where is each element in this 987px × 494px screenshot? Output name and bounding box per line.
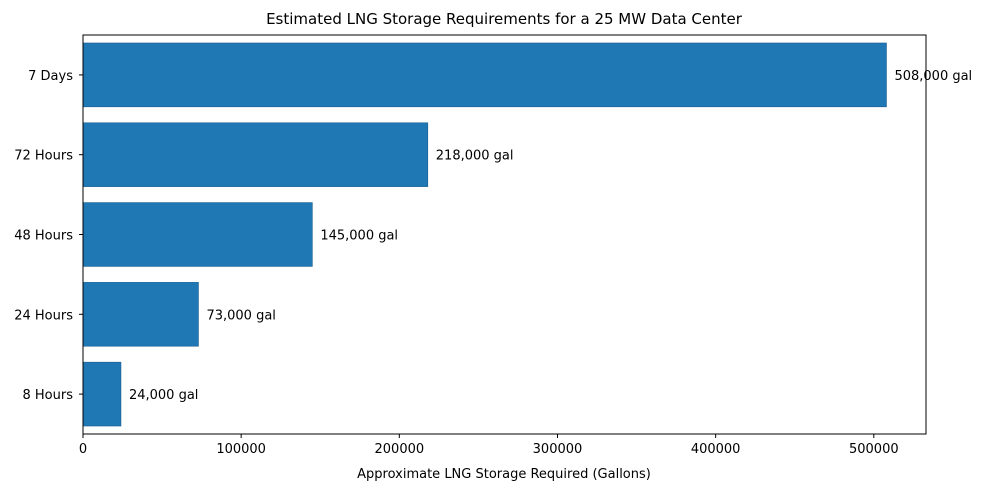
y-tick-label: 8 Hours [23,388,74,403]
data-label: 24,000 gal [129,388,198,403]
x-axis-label: Approximate LNG Storage Required (Gallon… [357,467,651,482]
x-tick-label: 400000 [691,442,741,457]
data-label: 508,000 gal [894,69,972,84]
axes-layer: 8 Hours 24 Hours 48 Hours 72 Hours 7 Days 0 10… [14,34,927,457]
x-tick-label: 300000 [533,442,583,457]
bars-layer: 24,000 gal 73,000 gal 145,000 gal 218,000 g… [82,42,972,427]
bar [82,202,313,267]
bar [82,282,199,347]
y-tick-label: 7 Days [28,69,73,84]
chart-title: Estimated LNG Storage Requirements for a… [266,10,743,28]
plot-frame [82,34,927,435]
bar [82,122,429,187]
x-tick-label: 500000 [849,442,899,457]
bar [82,361,122,427]
y-tick-label: 72 Hours [14,149,73,164]
x-tick-label: 100000 [216,442,266,457]
bar [82,42,887,108]
y-tick-label: 48 Hours [14,229,73,244]
data-label: 218,000 gal [436,149,514,164]
x-tick-label: 200000 [375,442,425,457]
data-label: 73,000 gal [206,308,275,323]
data-label: 145,000 gal [320,229,398,244]
x-tick-label: 0 [79,442,87,457]
y-tick-label: 24 Hours [14,308,73,323]
